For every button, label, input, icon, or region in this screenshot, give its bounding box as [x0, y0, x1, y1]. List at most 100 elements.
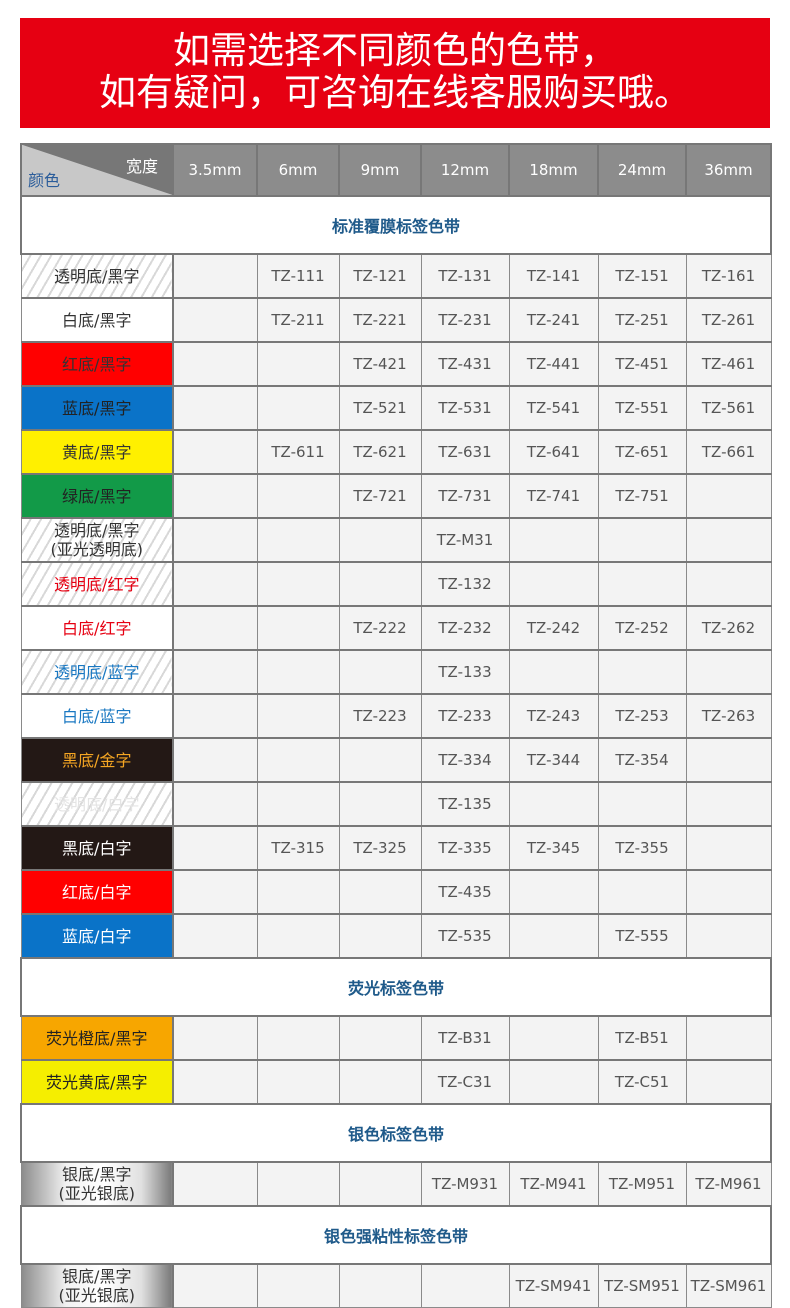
table-row: 白底/蓝字 TZ-223 TZ-233 TZ-243 TZ-253 TZ-263 — [20, 693, 772, 739]
table-row: 透明底/黑字 TZ-111 TZ-121 TZ-131 TZ-141 TZ-151 TZ-1… — [20, 253, 772, 299]
banner-line-2: 如有疑问，可咨询在线客服购买哦。 — [99, 71, 691, 114]
model-cell — [172, 1015, 258, 1061]
model-cell — [256, 649, 340, 695]
model-cell: TZ-M951 — [597, 1161, 687, 1207]
model-cell — [685, 561, 772, 607]
model-cell — [256, 693, 340, 739]
model-cell — [256, 913, 340, 959]
model-cell — [256, 1059, 340, 1105]
model-cell: TZ-721 — [338, 473, 422, 519]
model-cell: TZ-621 — [338, 429, 422, 475]
model-cell: TZ-354 — [597, 737, 687, 783]
model-cell: TZ-233 — [420, 693, 510, 739]
model-cell — [338, 781, 422, 827]
section-title: 银色标签色带 — [20, 1103, 772, 1163]
width-header: 12mm — [420, 143, 510, 197]
model-cell: TZ-132 — [420, 561, 510, 607]
model-cell — [338, 1015, 422, 1061]
table-row: 白底/黑字 TZ-211 TZ-221 TZ-231 TZ-241 TZ-251 TZ-26… — [20, 297, 772, 343]
model-cell: TZ-251 — [597, 297, 687, 343]
table-row: 红底/白字 TZ-435 — [20, 869, 772, 915]
model-cell: TZ-M931 — [420, 1161, 510, 1207]
model-cell: TZ-651 — [597, 429, 687, 475]
model-cell: TZ-334 — [420, 737, 510, 783]
model-cell: TZ-344 — [508, 737, 599, 783]
model-cell — [338, 517, 422, 563]
model-cell — [172, 1161, 258, 1207]
model-cell — [172, 341, 258, 387]
model-cell — [685, 737, 772, 783]
model-cell: TZ-661 — [685, 429, 772, 475]
color-label-cell: 红底/白字 — [20, 869, 174, 915]
model-cell — [685, 781, 772, 827]
model-cell: TZ-253 — [597, 693, 687, 739]
color-label-cell: 白底/红字 — [20, 605, 174, 651]
model-cell: TZ-135 — [420, 781, 510, 827]
model-cell: TZ-262 — [685, 605, 772, 651]
model-cell — [256, 781, 340, 827]
model-cell: TZ-121 — [338, 253, 422, 299]
model-cell — [172, 781, 258, 827]
model-cell — [256, 869, 340, 915]
color-label-cell: 白底/黑字 — [20, 297, 174, 343]
table-row: 荧光黄底/黑字 TZ-C31 TZ-C51 — [20, 1059, 772, 1105]
table-row: 红底/黑字 TZ-421 TZ-431 TZ-441 TZ-451 TZ-461 — [20, 341, 772, 387]
model-cell — [256, 385, 340, 431]
model-cell — [338, 869, 422, 915]
model-cell — [338, 649, 422, 695]
model-cell: TZ-243 — [508, 693, 599, 739]
model-cell — [256, 341, 340, 387]
width-header: 9mm — [338, 143, 422, 197]
model-cell — [508, 561, 599, 607]
model-cell — [172, 385, 258, 431]
model-cell: TZ-C51 — [597, 1059, 687, 1105]
model-cell — [597, 517, 687, 563]
model-cell — [685, 517, 772, 563]
promo-banner: 如需选择不同颜色的色带， 如有疑问，可咨询在线客服购买哦。 — [20, 18, 770, 128]
model-cell — [338, 1059, 422, 1105]
section-title: 荧光标签色带 — [20, 957, 772, 1017]
model-cell: TZ-242 — [508, 605, 599, 651]
model-cell — [338, 737, 422, 783]
table-row: 蓝底/白字 TZ-535 TZ-555 — [20, 913, 772, 959]
model-cell — [685, 1015, 772, 1061]
width-header: 24mm — [597, 143, 687, 197]
header-row: 宽度 颜色 3.5mm 6mm 9mm 12mm 18mm 24mm 36mm — [20, 143, 772, 197]
model-cell — [508, 517, 599, 563]
model-cell — [420, 1263, 510, 1308]
color-label-cell: 绿底/黑字 — [20, 473, 174, 519]
model-cell — [508, 1059, 599, 1105]
model-cell: TZ-325 — [338, 825, 422, 871]
model-cell — [597, 869, 687, 915]
model-cell — [597, 649, 687, 695]
table-row: 白底/红字 TZ-222 TZ-232 TZ-242 TZ-252 TZ-262 — [20, 605, 772, 651]
model-cell — [685, 825, 772, 871]
model-cell: TZ-541 — [508, 385, 599, 431]
model-cell: TZ-133 — [420, 649, 510, 695]
model-cell — [508, 913, 599, 959]
model-cell: TZ-461 — [685, 341, 772, 387]
model-cell — [172, 473, 258, 519]
model-cell: TZ-B51 — [597, 1015, 687, 1061]
model-cell: TZ-151 — [597, 253, 687, 299]
table-row: 黑底/金字 TZ-334 TZ-344 TZ-354 — [20, 737, 772, 783]
model-cell — [172, 1263, 258, 1308]
model-cell: TZ-M961 — [685, 1161, 772, 1207]
model-cell: TZ-M941 — [508, 1161, 599, 1207]
color-label-cell: 黄底/黑字 — [20, 429, 174, 475]
model-cell: TZ-232 — [420, 605, 510, 651]
table-row: 银底/黑字 (亚光银底) TZ-SM941 TZ-SM951 TZ-SM961 — [20, 1263, 772, 1308]
model-cell: TZ-241 — [508, 297, 599, 343]
model-cell: TZ-221 — [338, 297, 422, 343]
tape-color-table: 宽度 颜色 3.5mm 6mm 9mm 12mm 18mm 24mm 36mm 标准覆膜标签… — [20, 143, 772, 1308]
table-row: 银底/黑字 (亚光银底) TZ-M931 TZ-M941 TZ-M951 TZ-M961 — [20, 1161, 772, 1207]
model-cell: TZ-731 — [420, 473, 510, 519]
model-cell: TZ-141 — [508, 253, 599, 299]
model-cell — [172, 561, 258, 607]
color-label-cell: 白底/蓝字 — [20, 693, 174, 739]
model-cell — [685, 473, 772, 519]
model-cell — [685, 1059, 772, 1105]
width-label: 宽度 — [125, 157, 158, 176]
model-cell: TZ-561 — [685, 385, 772, 431]
model-cell — [508, 649, 599, 695]
